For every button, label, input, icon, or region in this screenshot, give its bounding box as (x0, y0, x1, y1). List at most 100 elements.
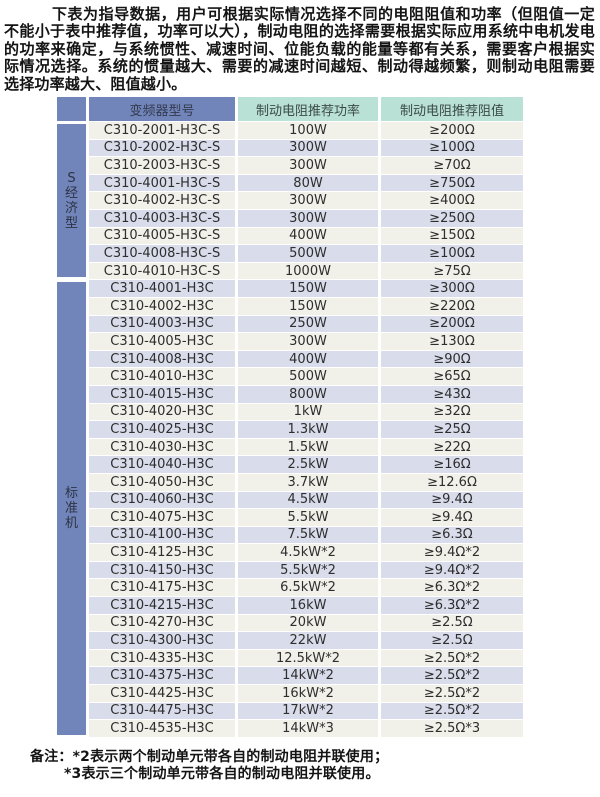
note-line-1: 备注：*2表示两个制动单元带各自的制动电阻并联使用； (30, 749, 600, 767)
cell-power: 400W (238, 350, 378, 368)
table-row: C310-4270-H3C 20kW ≥2.5Ω (57, 614, 523, 632)
cell-power: 80W (238, 174, 378, 192)
table-row: C310-4002-H3C 150W ≥220Ω (57, 297, 523, 315)
cell-resistance: ≥65Ω (381, 368, 523, 385)
group-label-s-economy: S经济型 (64, 170, 78, 231)
cell-model: C310-4060-H3C (89, 491, 235, 509)
cell-model: C310-2003-H3C-S (89, 157, 235, 174)
cell-power: 300W (238, 333, 378, 350)
cell-resistance: ≥9.4Ω*2 (381, 561, 523, 579)
cell-resistance: ≥200Ω (381, 315, 523, 333)
table-row: C310-4150-H3C 5.5kW*2 ≥9.4Ω*2 (57, 561, 523, 579)
cell-model: C310-4270-H3C (89, 614, 235, 632)
cell-model: C310-4008-H3C-S (89, 245, 235, 262)
cell-resistance: ≥2.5Ω*2 (381, 702, 523, 720)
table-row: C310-4005-H3C 300W ≥130Ω (57, 333, 523, 350)
note-line-2: *3表示三个制动单元带各自的制动电阻并联使用。 (30, 766, 600, 784)
table-row: C310-4020-H3C 1kW ≥32Ω (57, 403, 523, 421)
cell-resistance: ≥750Ω (381, 174, 523, 192)
table-row: C310-4060-H3C 4.5kW ≥9.4Ω (57, 491, 523, 509)
cell-resistance: ≥6.3Ω (381, 526, 523, 544)
cell-power: 500W (238, 245, 378, 262)
cell-resistance: ≥2.5Ω*2 (381, 649, 523, 667)
intro-paragraph: 下表为指导数据，用户可根据实际情况选择不同的电阻阻值和功率（但阻值一定不能小于表… (4, 5, 595, 93)
cell-model: C310-4075-H3C (89, 509, 235, 526)
cell-resistance: ≥150Ω (381, 227, 523, 245)
cell-resistance: ≥100Ω (381, 245, 523, 262)
cell-model: C310-2001-H3C-S (89, 122, 235, 139)
column-header-resistance: 制动电阻推荐阻值 (381, 97, 523, 122)
table-row: C310-4003-H3C-S 300W ≥250Ω (57, 210, 523, 227)
cell-power: 1.3kW (238, 421, 378, 438)
cell-resistance: ≥300Ω (381, 280, 523, 297)
cell-resistance: ≥9.4Ω (381, 509, 523, 526)
cell-power: 17kW*2 (238, 702, 378, 720)
cell-power: 14kW*3 (238, 720, 378, 737)
cell-resistance: ≥12.6Ω (381, 473, 523, 491)
cell-resistance: ≥9.4Ω*2 (381, 544, 523, 561)
cell-model: C310-4175-H3C (89, 579, 235, 597)
cell-power: 1.5kW (238, 438, 378, 456)
table-body: S经济型 C310-2001-H3C-S 100W ≥200Ω C310-2002-H3… (57, 122, 523, 737)
cell-model: C310-4025-H3C (89, 421, 235, 438)
cell-resistance: ≥90Ω (381, 350, 523, 368)
cell-power: 5.5kW*2 (238, 561, 378, 579)
cell-power: 6.5kW*2 (238, 579, 378, 597)
cell-power: 300W (238, 192, 378, 209)
group-label-standard: 标准机 (64, 486, 78, 532)
braking-resistor-table: 变频器型号 制动电阻推荐功率 制动电阻推荐阻值 S经济型 C310-2001-H3… (54, 96, 526, 738)
cell-model: C310-4008-H3C (89, 350, 235, 368)
table-row: C310-4375-H3C 14kW*2 ≥2.5Ω*2 (57, 667, 523, 685)
table-row: C310-4015-H3C 800W ≥43Ω (57, 385, 523, 403)
cell-resistance: ≥250Ω (381, 210, 523, 227)
cell-resistance: ≥32Ω (381, 403, 523, 421)
cell-resistance: ≥70Ω (381, 157, 523, 174)
cell-resistance: ≥400Ω (381, 192, 523, 209)
cell-model: C310-4425-H3C (89, 685, 235, 702)
cell-power: 16kW*2 (238, 685, 378, 702)
cell-resistance: ≥220Ω (381, 297, 523, 315)
cell-power: 16kW (238, 597, 378, 614)
cell-power: 7.5kW (238, 526, 378, 544)
table-row: C310-4535-H3C 14kW*3 ≥2.5Ω*3 (57, 720, 523, 737)
table-row: C310-4075-H3C 5.5kW ≥9.4Ω (57, 509, 523, 526)
cell-resistance: ≥2.5Ω*2 (381, 667, 523, 685)
table-row: C310-4005-H3C-S 400W ≥150Ω (57, 227, 523, 245)
cell-power: 800W (238, 385, 378, 403)
cell-model: C310-4125-H3C (89, 544, 235, 561)
notes-block: 备注：*2表示两个制动单元带各自的制动电阻并联使用； *3表示三个制动单元带各自… (30, 749, 600, 784)
table-row: C310-4050-H3C 3.7kW ≥12.6Ω (57, 473, 523, 491)
table-row: C310-4002-H3C-S 300W ≥400Ω (57, 192, 523, 209)
cell-model: C310-4335-H3C (89, 649, 235, 667)
table-row: C310-4125-H3C 4.5kW*2 ≥9.4Ω*2 (57, 544, 523, 561)
cell-model: C310-4535-H3C (89, 720, 235, 737)
note-text-2: *3表示三个制动单元带各自的制动电阻并联使用。 (64, 766, 380, 783)
cell-model: C310-4005-H3C-S (89, 227, 235, 245)
cell-resistance: ≥6.3Ω*2 (381, 579, 523, 597)
table-row: C310-4003-H3C 250W ≥200Ω (57, 315, 523, 333)
cell-power: 12.5kW*2 (238, 649, 378, 667)
cell-resistance: ≥22Ω (381, 438, 523, 456)
cell-power: 14kW*2 (238, 667, 378, 685)
cell-model: C310-4030-H3C (89, 438, 235, 456)
cell-resistance: ≥9.4Ω (381, 491, 523, 509)
cell-power: 1kW (238, 403, 378, 421)
table-row: C310-4215-H3C 16kW ≥6.3Ω*2 (57, 597, 523, 614)
table-row: C310-2002-H3C-S 300W ≥100Ω (57, 139, 523, 157)
table-row: C310-4010-H3C 500W ≥65Ω (57, 368, 523, 385)
cell-power: 3.7kW (238, 473, 378, 491)
group-cell-standard: 标准机 (57, 280, 86, 737)
cell-model: C310-4020-H3C (89, 403, 235, 421)
cell-power: 400W (238, 227, 378, 245)
cell-model: C310-4001-H3C-S (89, 174, 235, 192)
cell-model: C310-4005-H3C (89, 333, 235, 350)
note-text-1: *2表示两个制动单元带各自的制动电阻并联使用； (72, 748, 389, 765)
column-header-model: 变频器型号 (89, 97, 235, 122)
cell-power: 22kW (238, 632, 378, 649)
cell-resistance: ≥100Ω (381, 139, 523, 157)
table-row: 标准机 C310-4001-H3C 150W ≥300Ω (57, 280, 523, 737)
cell-model: C310-4050-H3C (89, 473, 235, 491)
cell-power: 300W (238, 210, 378, 227)
notes-label: 备注： (30, 748, 73, 765)
